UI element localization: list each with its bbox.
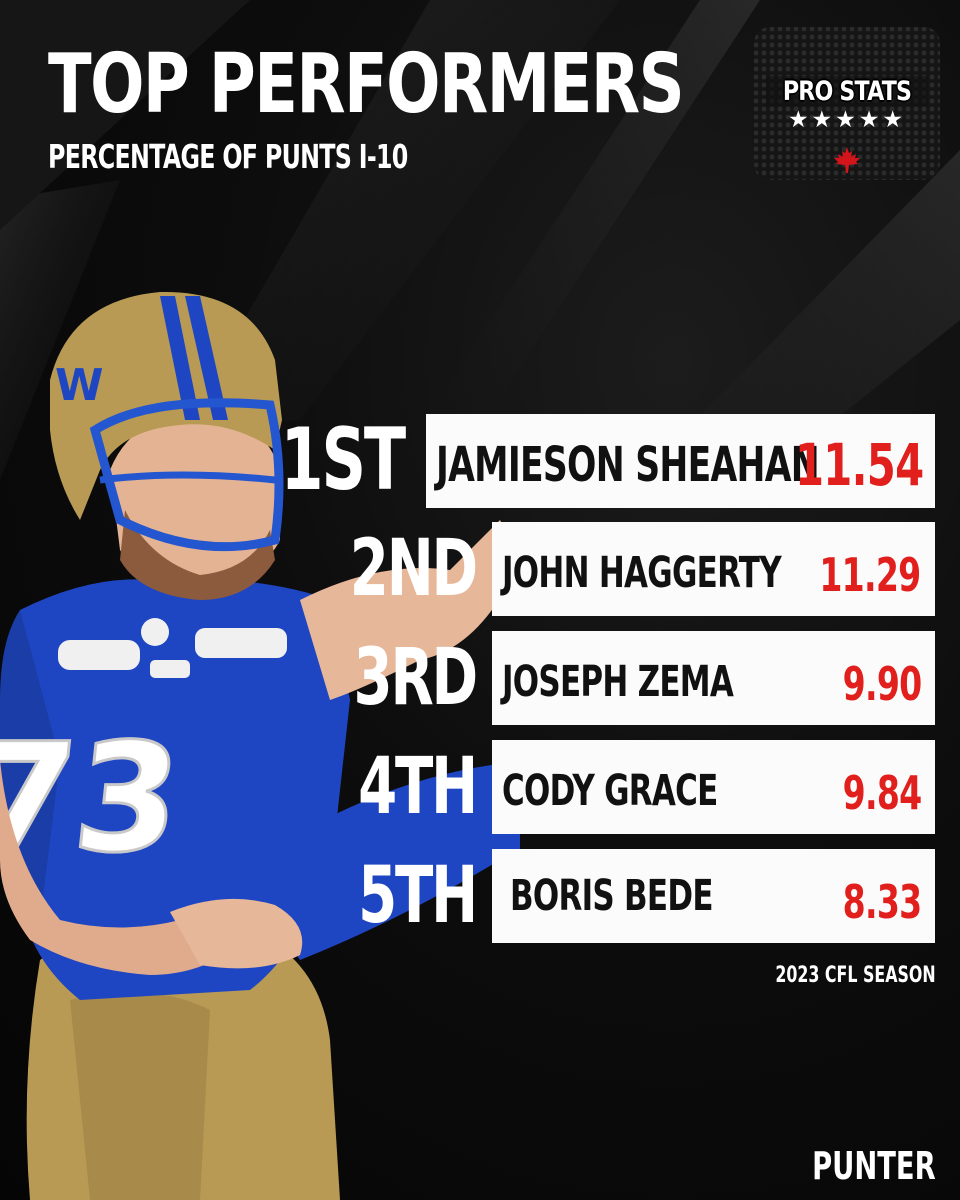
jersey-number: 73 [0, 711, 189, 886]
player-card: JAMIESON SHEAHAN 11.54 [426, 414, 935, 508]
rank-label: 2ND [349, 524, 478, 614]
helmet-logo: W [55, 360, 104, 411]
season-label: 2023 CFL SEASON [775, 963, 936, 988]
player-face [110, 410, 280, 585]
player-name: JOHN HAGGERTY [502, 548, 782, 598]
rank-label: 3RD [353, 633, 479, 723]
sponsor-patch [195, 628, 287, 658]
player-card: CODY GRACE 9.84 [492, 740, 935, 834]
page-subtitle: PERCENTAGE OF PUNTS I-10 [48, 137, 408, 176]
player-name: BORIS BEDE [510, 871, 713, 921]
sponsor-patch [58, 640, 140, 670]
badge-stars: ★★★★★ [787, 107, 907, 133]
rank-label: 4TH [358, 742, 478, 832]
player-jersey [20, 579, 350, 1000]
badge-background [754, 27, 940, 180]
player-value: 9.84 [842, 766, 922, 820]
player-name: JAMIESON SHEAHAN [436, 437, 820, 493]
player-hand [170, 898, 303, 969]
rank-label: 5TH [358, 851, 478, 941]
player-name: JOSEPH ZEMA [502, 657, 734, 707]
player-name: CODY GRACE [502, 766, 718, 816]
pro-stats-badge: PRO STATS ★★★★★ [752, 25, 942, 182]
player-value: 11.54 [794, 431, 924, 499]
player-arm-right [300, 520, 509, 700]
player-value: 9.90 [842, 657, 922, 711]
cfl-patch [141, 618, 169, 646]
badge-label: PRO STATS [782, 76, 912, 107]
player-value: 11.29 [819, 548, 922, 602]
player-card: JOSEPH ZEMA 9.90 [492, 631, 935, 725]
player-card: JOHN HAGGERTY 11.29 [492, 522, 935, 616]
maple-leaf-icon [834, 147, 860, 173]
position-label: PUNTER [812, 1144, 936, 1188]
player-photo: 73 W [0, 291, 520, 1200]
page-title: TOP PERFORMERS [48, 37, 685, 132]
rank-label: 1ST [280, 410, 407, 510]
player-value: 8.33 [842, 875, 922, 929]
player-card: BORIS BEDE 8.33 [492, 849, 935, 943]
face-mask [89, 398, 284, 552]
